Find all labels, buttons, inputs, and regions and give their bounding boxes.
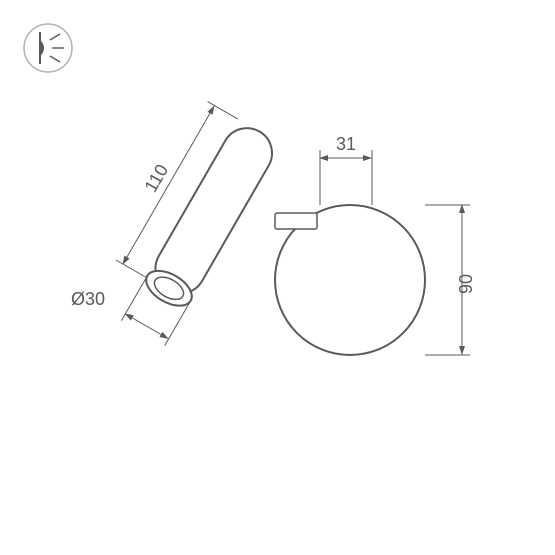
dim-tube-diameter-label: Ø30 [71, 289, 105, 309]
dim-tube-length-label: 110 [141, 161, 173, 196]
dim-base-top: 31 [320, 134, 372, 205]
wall-lamp-icon [24, 24, 72, 72]
technical-drawing: 110 Ø30 31 90 [0, 0, 555, 555]
lamp-connector [275, 213, 317, 229]
dim-base-height-label: 90 [456, 274, 476, 294]
dim-base-height: 90 [425, 205, 476, 355]
dim-base-top-label: 31 [336, 134, 356, 154]
